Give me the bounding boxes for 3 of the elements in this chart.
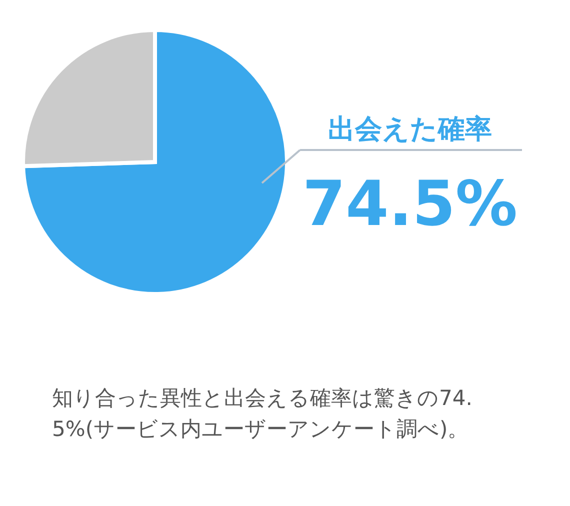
text: 知り合った異性と出会える確率は驚きの74.5%(サービス内ユーザーアンケート調べ)。 [52,386,472,441]
slice-label: 出会えた確率 [328,114,492,145]
data-label: 74.5% [302,167,518,240]
